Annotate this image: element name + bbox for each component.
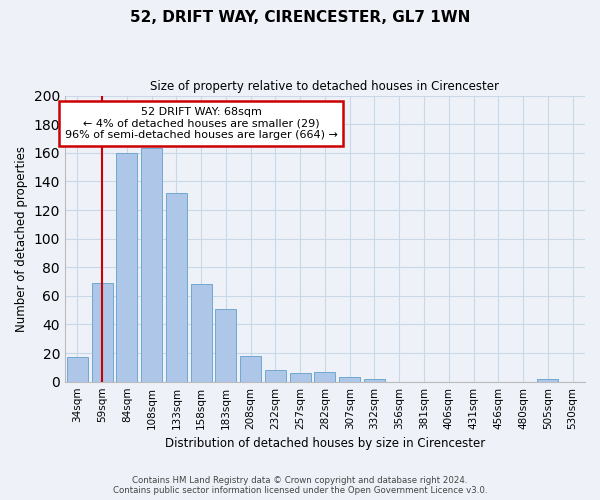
Bar [191,284,212,382]
Bar [141,148,162,382]
X-axis label: Distribution of detached houses by size in Cirencester: Distribution of detached houses by size … [165,437,485,450]
Bar [290,373,311,382]
Bar [314,372,335,382]
Bar [240,356,261,382]
Bar [166,193,187,382]
Text: 52, DRIFT WAY, CIRENCESTER, GL7 1WN: 52, DRIFT WAY, CIRENCESTER, GL7 1WN [130,10,470,25]
Y-axis label: Number of detached properties: Number of detached properties [15,146,28,332]
Bar [92,283,113,382]
Text: 52 DRIFT WAY: 68sqm
← 4% of detached houses are smaller (29)
96% of semi-detache: 52 DRIFT WAY: 68sqm ← 4% of detached hou… [65,107,338,140]
Title: Size of property relative to detached houses in Cirencester: Size of property relative to detached ho… [151,80,499,93]
Bar [215,308,236,382]
Bar [538,379,559,382]
Text: Contains HM Land Registry data © Crown copyright and database right 2024.
Contai: Contains HM Land Registry data © Crown c… [113,476,487,495]
Bar [67,358,88,382]
Bar [265,370,286,382]
Bar [339,378,360,382]
Bar [364,379,385,382]
Bar [116,153,137,382]
